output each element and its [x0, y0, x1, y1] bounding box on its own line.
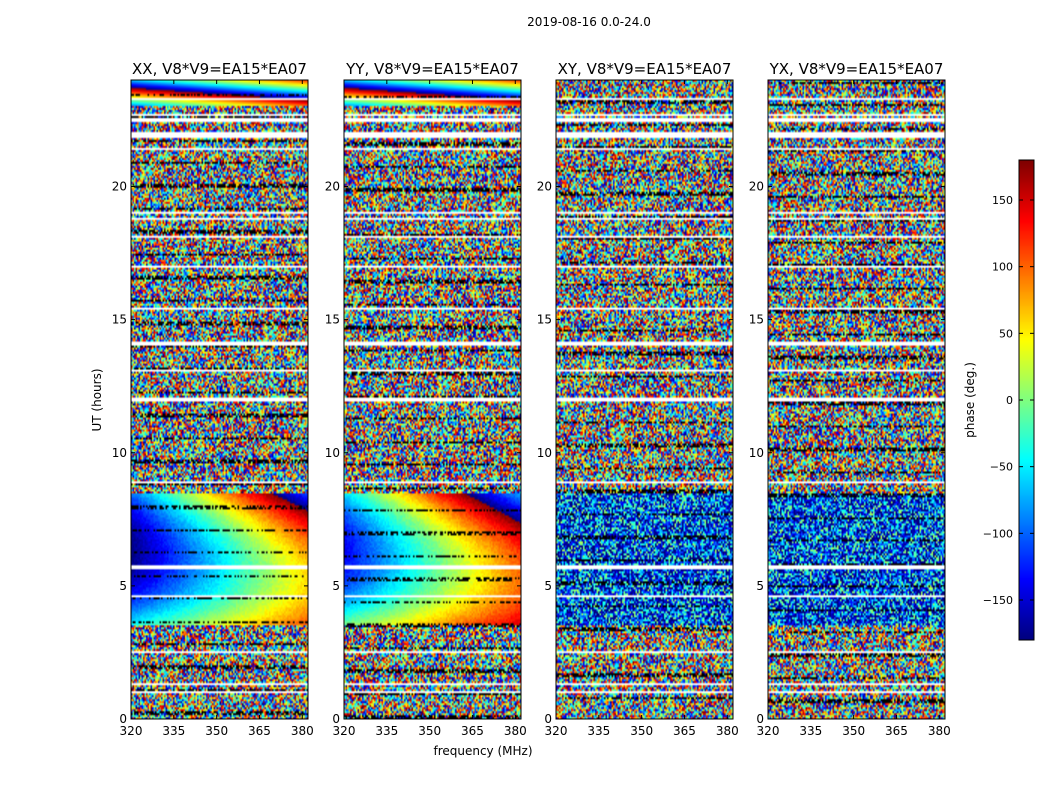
- y-tick-label: 5: [119, 579, 127, 593]
- panel-yy: YY, V8*V9=EA15*EA07 320 335 350 365 380 0 5 10 15…: [325, 60, 527, 738]
- colorbar-tick-label: 100: [992, 261, 1013, 274]
- y-tick-label: 10: [749, 446, 764, 460]
- y-axis-label: UT (hours): [90, 368, 104, 431]
- phase-heatmap-xy: [556, 80, 733, 719]
- x-tick-label: 335: [375, 724, 398, 738]
- colorbar-tick-label: −100: [983, 527, 1013, 540]
- x-tick-label: 380: [504, 724, 527, 738]
- colorbar-tick-label: 0: [1006, 394, 1013, 407]
- y-tick-label: 5: [332, 579, 340, 593]
- y-tick-label: 15: [112, 313, 127, 327]
- y-tick-label: 20: [749, 180, 764, 194]
- x-tick-label: 320: [545, 724, 568, 738]
- colorbar: 150 100 50 0 −50 −100 −150: [983, 159, 1035, 641]
- panel-xy: XY, V8*V9=EA15*EA07 320 335 350 365 380 0 5 10 15…: [537, 60, 739, 738]
- y-tick-label: 20: [537, 180, 552, 194]
- panel-frame: [130, 79, 309, 720]
- y-tick-label: 0: [119, 712, 127, 726]
- figure-title: 2019-08-16 0.0-24.0: [527, 15, 651, 29]
- y-tick-label: 5: [756, 579, 764, 593]
- phase-heatmap-xx: [131, 80, 308, 719]
- x-tick-label: 380: [716, 724, 739, 738]
- x-tick-label: 350: [205, 724, 228, 738]
- x-tick-label: 350: [630, 724, 653, 738]
- colorbar-tick-label: −150: [983, 594, 1013, 607]
- colorbar-tick-label: 150: [992, 194, 1013, 207]
- y-tick-label: 15: [325, 313, 340, 327]
- colorbar-label: phase (deg.): [963, 362, 977, 438]
- x-axis-label: frequency (MHz): [433, 744, 532, 758]
- phase-heatmap-yy: [344, 80, 521, 719]
- panel-xx: XX, V8*V9=EA15*EA07 320 335 350 365 380 0 5 10 15…: [112, 60, 314, 738]
- x-tick-label: 380: [291, 724, 314, 738]
- colorbar-tick-label: 50: [999, 327, 1013, 340]
- panel-title: YX, V8*V9=EA15*EA07: [769, 60, 944, 78]
- x-tick-label: 335: [162, 724, 185, 738]
- y-tick-label: 15: [749, 313, 764, 327]
- x-tick-label: 350: [418, 724, 441, 738]
- panels-group: XX, V8*V9=EA15*EA07 320 335 350 365 380 0 5 10 15…: [112, 60, 951, 738]
- panel-frame: [555, 79, 734, 720]
- panel-frame: [767, 79, 946, 720]
- y-tick-label: 10: [537, 446, 552, 460]
- x-tick-label: 320: [757, 724, 780, 738]
- x-tick-label: 380: [928, 724, 951, 738]
- x-tick-label: 365: [673, 724, 696, 738]
- phase-heatmap-yx: [768, 80, 945, 719]
- x-tick-label: 335: [799, 724, 822, 738]
- x-tick-label: 365: [461, 724, 484, 738]
- x-tick-label: 350: [842, 724, 865, 738]
- panel-title: XY, V8*V9=EA15*EA07: [558, 60, 732, 78]
- panel-title: YY, V8*V9=EA15*EA07: [345, 60, 519, 78]
- x-tick-label: 335: [587, 724, 610, 738]
- y-tick-label: 5: [544, 579, 552, 593]
- x-tick-label: 320: [333, 724, 356, 738]
- x-tick-label: 365: [248, 724, 271, 738]
- y-tick-label: 20: [112, 180, 127, 194]
- y-tick-label: 10: [112, 446, 127, 460]
- y-tick-label: 15: [537, 313, 552, 327]
- y-tick-label: 0: [756, 712, 764, 726]
- panel-yx: YX, V8*V9=EA15*EA07 320 335 350 365 380 0 5 10 15…: [749, 60, 951, 738]
- panel-frame: [343, 79, 522, 720]
- y-tick-label: 20: [325, 180, 340, 194]
- y-tick-label: 0: [544, 712, 552, 726]
- x-tick-label: 365: [885, 724, 908, 738]
- panel-title: XX, V8*V9=EA15*EA07: [132, 60, 307, 78]
- colorbar-tick-label: −50: [990, 461, 1013, 474]
- x-tick-label: 320: [120, 724, 143, 738]
- y-tick-label: 10: [325, 446, 340, 460]
- colorbar-gradient: [1019, 160, 1034, 640]
- y-tick-label: 0: [332, 712, 340, 726]
